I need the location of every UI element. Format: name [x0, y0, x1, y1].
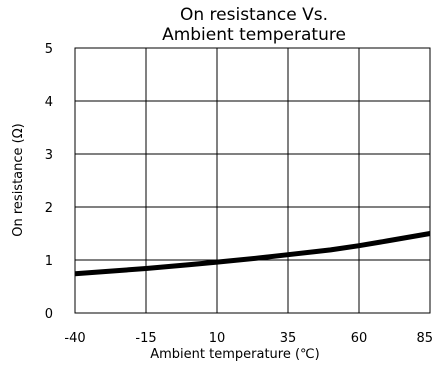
x-tick-label: 60	[351, 331, 368, 346]
y-tick-label: 1	[45, 254, 53, 269]
y-tick-label: 2	[45, 201, 53, 216]
x-axis-label: Ambient temperature (℃)	[150, 347, 319, 362]
y-tick-label: 4	[45, 95, 53, 110]
chart-title-line-1: On resistance Vs.	[180, 5, 328, 25]
x-tick-label: -15	[135, 331, 156, 346]
x-tick-label: -40	[64, 331, 85, 346]
y-axis-label: On resistance (Ω)	[11, 123, 26, 236]
series-line	[74, 231, 431, 277]
plot-area-border	[74, 47, 431, 314]
y-tick-label: 5	[45, 42, 53, 57]
y-tick-label: 3	[45, 148, 53, 163]
x-tick-label: 35	[280, 331, 297, 346]
y-tick-label: 0	[45, 307, 53, 322]
x-tick-label: 10	[209, 331, 226, 346]
chart-title-line-2: Ambient temperature	[162, 25, 346, 45]
grid-lines	[74, 47, 431, 314]
series-layer	[74, 231, 431, 277]
tick-labels: -40 -15 10 35 60 85 0 1 2 3 4 5	[45, 42, 433, 346]
x-tick-label: 85	[416, 331, 433, 346]
